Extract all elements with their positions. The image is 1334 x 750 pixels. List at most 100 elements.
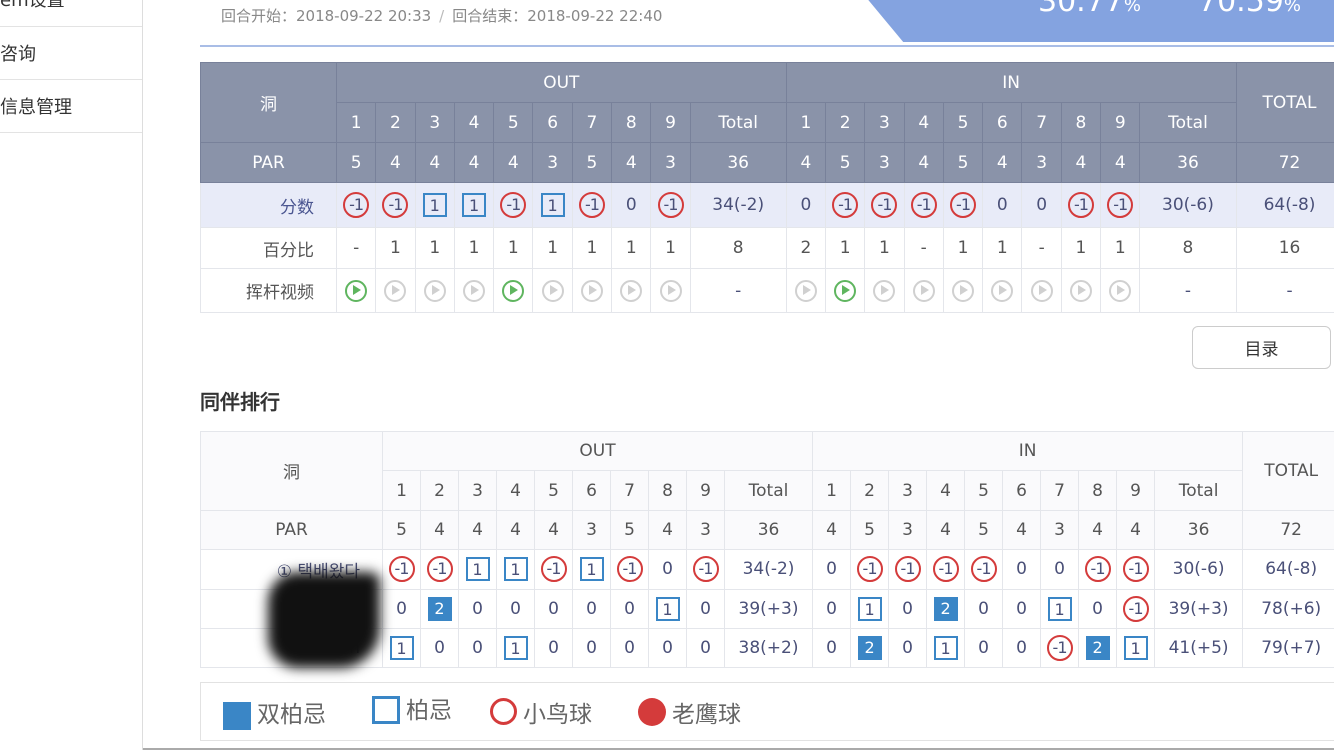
hole-number: 3 bbox=[864, 102, 905, 143]
legend-double-bogey: 双柏忌 bbox=[223, 694, 326, 730]
play-video-icon[interactable] bbox=[580, 279, 603, 302]
header-out: OUT bbox=[336, 62, 787, 103]
score-cell: -1 bbox=[493, 182, 534, 228]
par-cell: 4 bbox=[648, 509, 687, 551]
percent-in-total: 8 bbox=[1139, 227, 1237, 269]
bogey-square-mark: 1 bbox=[857, 596, 882, 621]
birdie-circle-mark: -1 bbox=[1122, 595, 1149, 622]
play-video-icon[interactable] bbox=[345, 279, 368, 302]
header-in: IN bbox=[812, 430, 1244, 472]
score-cell: 0 bbox=[382, 588, 421, 629]
par-cell: 4 bbox=[982, 142, 1023, 183]
play-video-icon[interactable] bbox=[873, 279, 896, 302]
score-cell: -1 bbox=[1060, 182, 1102, 228]
par-cell: 5 bbox=[850, 509, 890, 551]
par-cell: 4 bbox=[1100, 142, 1141, 183]
percent-out-total: 8 bbox=[689, 227, 787, 269]
par-in-total: 36 bbox=[1154, 509, 1244, 551]
score-cell: 0 bbox=[785, 182, 827, 228]
par-cell: 4 bbox=[903, 142, 944, 183]
score-cell: 0 bbox=[648, 627, 687, 669]
birdie-circle-mark: -1 bbox=[894, 556, 921, 583]
score-cell: -1 bbox=[382, 549, 421, 590]
bogey-square-mark: 1 bbox=[579, 557, 604, 582]
birdie-circle-mark: -1 bbox=[856, 556, 883, 583]
legend-eagle: 老鹰球 bbox=[638, 695, 741, 729]
par-cell: 3 bbox=[650, 142, 691, 183]
birdie-circle-mark: -1 bbox=[578, 192, 605, 218]
score-cell: -1 bbox=[850, 549, 890, 590]
par-cell: 4 bbox=[496, 509, 535, 551]
score-cell: 0 bbox=[812, 588, 852, 629]
header-hole: 洞 bbox=[200, 62, 337, 143]
hole-number: 4 bbox=[453, 102, 495, 143]
hole-number: 3 bbox=[414, 102, 455, 143]
play-video-icon[interactable] bbox=[794, 279, 817, 302]
sidebar-item-settings[interactable]: em设置 bbox=[0, 0, 142, 27]
percent-cell: 1 bbox=[493, 227, 534, 269]
par-out-total: 36 bbox=[723, 509, 814, 551]
legend-birdie: 小鸟球 bbox=[490, 695, 592, 729]
play-video-icon[interactable] bbox=[659, 279, 682, 302]
header-total: TOTAL bbox=[1242, 431, 1334, 511]
stats-banner: 30.77% 70.59% bbox=[860, 0, 1334, 42]
play-video-icon[interactable] bbox=[952, 279, 975, 302]
par-cell: 3 bbox=[888, 509, 928, 551]
par-cell: 4 bbox=[1002, 509, 1042, 551]
hole-number: 2 bbox=[824, 102, 866, 143]
play-video-icon[interactable] bbox=[834, 279, 857, 302]
play-video-icon[interactable] bbox=[384, 279, 407, 302]
hole-number: 8 bbox=[648, 470, 687, 511]
par-cell: 5 bbox=[824, 142, 866, 183]
play-video-icon[interactable] bbox=[1030, 279, 1053, 302]
sidebar-item-info-management[interactable]: 信息管理 bbox=[0, 80, 142, 133]
hole-number: 6 bbox=[1002, 470, 1042, 511]
play-video-icon[interactable] bbox=[541, 279, 564, 302]
percent-cell: 1 bbox=[571, 227, 613, 269]
birdie-circle-mark: -1 bbox=[932, 556, 959, 583]
video-cell bbox=[375, 268, 416, 313]
percent-label: 百分比 bbox=[200, 227, 337, 269]
percent-cell: 1 bbox=[864, 227, 905, 269]
header-out-total: Total bbox=[689, 102, 787, 143]
hole-number: 3 bbox=[888, 470, 928, 511]
double-bogey-square-mark: 2 bbox=[933, 596, 958, 621]
birdie-circle-mark: -1 bbox=[382, 192, 409, 218]
score-cell: -1 bbox=[571, 182, 613, 228]
bogey-square-mark: 1 bbox=[1047, 596, 1072, 621]
hole-number: 8 bbox=[611, 102, 652, 143]
hole-number: 1 bbox=[785, 102, 827, 143]
hole-number: 2 bbox=[850, 470, 890, 511]
header-out-total: Total bbox=[723, 470, 814, 511]
score-cell: 2 bbox=[850, 627, 890, 669]
directory-button[interactable]: 目录 bbox=[1192, 326, 1331, 369]
play-video-icon[interactable] bbox=[912, 279, 935, 302]
header-out: OUT bbox=[381, 430, 814, 472]
play-video-icon[interactable] bbox=[463, 279, 486, 302]
bogey-square-mark: 1 bbox=[422, 193, 447, 217]
play-video-icon[interactable] bbox=[1069, 279, 1092, 302]
play-video-icon[interactable] bbox=[423, 279, 446, 302]
in-total: 39(+3) bbox=[1154, 588, 1244, 629]
score-cell: 1 bbox=[414, 182, 455, 228]
bogey-square-mark: 1 bbox=[465, 557, 490, 582]
score-cell: 0 bbox=[420, 627, 459, 669]
stat-2-value: 70.59 bbox=[1198, 0, 1284, 19]
par-cell: 5 bbox=[382, 509, 421, 551]
bogey-square-mark: 1 bbox=[462, 193, 487, 217]
video-out-total: - bbox=[689, 268, 787, 313]
sidebar-item-consult[interactable]: 咨询 bbox=[0, 27, 142, 80]
score-cell: 1 bbox=[496, 549, 535, 590]
play-video-icon[interactable] bbox=[620, 279, 643, 302]
par-cell: 5 bbox=[964, 509, 1004, 551]
score-cell: 0 bbox=[812, 549, 852, 590]
video-cell bbox=[864, 268, 905, 313]
play-video-icon[interactable] bbox=[502, 279, 525, 302]
play-video-icon[interactable] bbox=[991, 279, 1014, 302]
score-cell: 0 bbox=[1040, 549, 1080, 590]
play-video-icon[interactable] bbox=[1109, 279, 1132, 302]
score-label: 分数 bbox=[200, 182, 337, 228]
score-cell: 0 bbox=[1021, 182, 1062, 228]
hole-number: 1 bbox=[382, 470, 421, 511]
score-cell: -1 bbox=[534, 549, 573, 590]
